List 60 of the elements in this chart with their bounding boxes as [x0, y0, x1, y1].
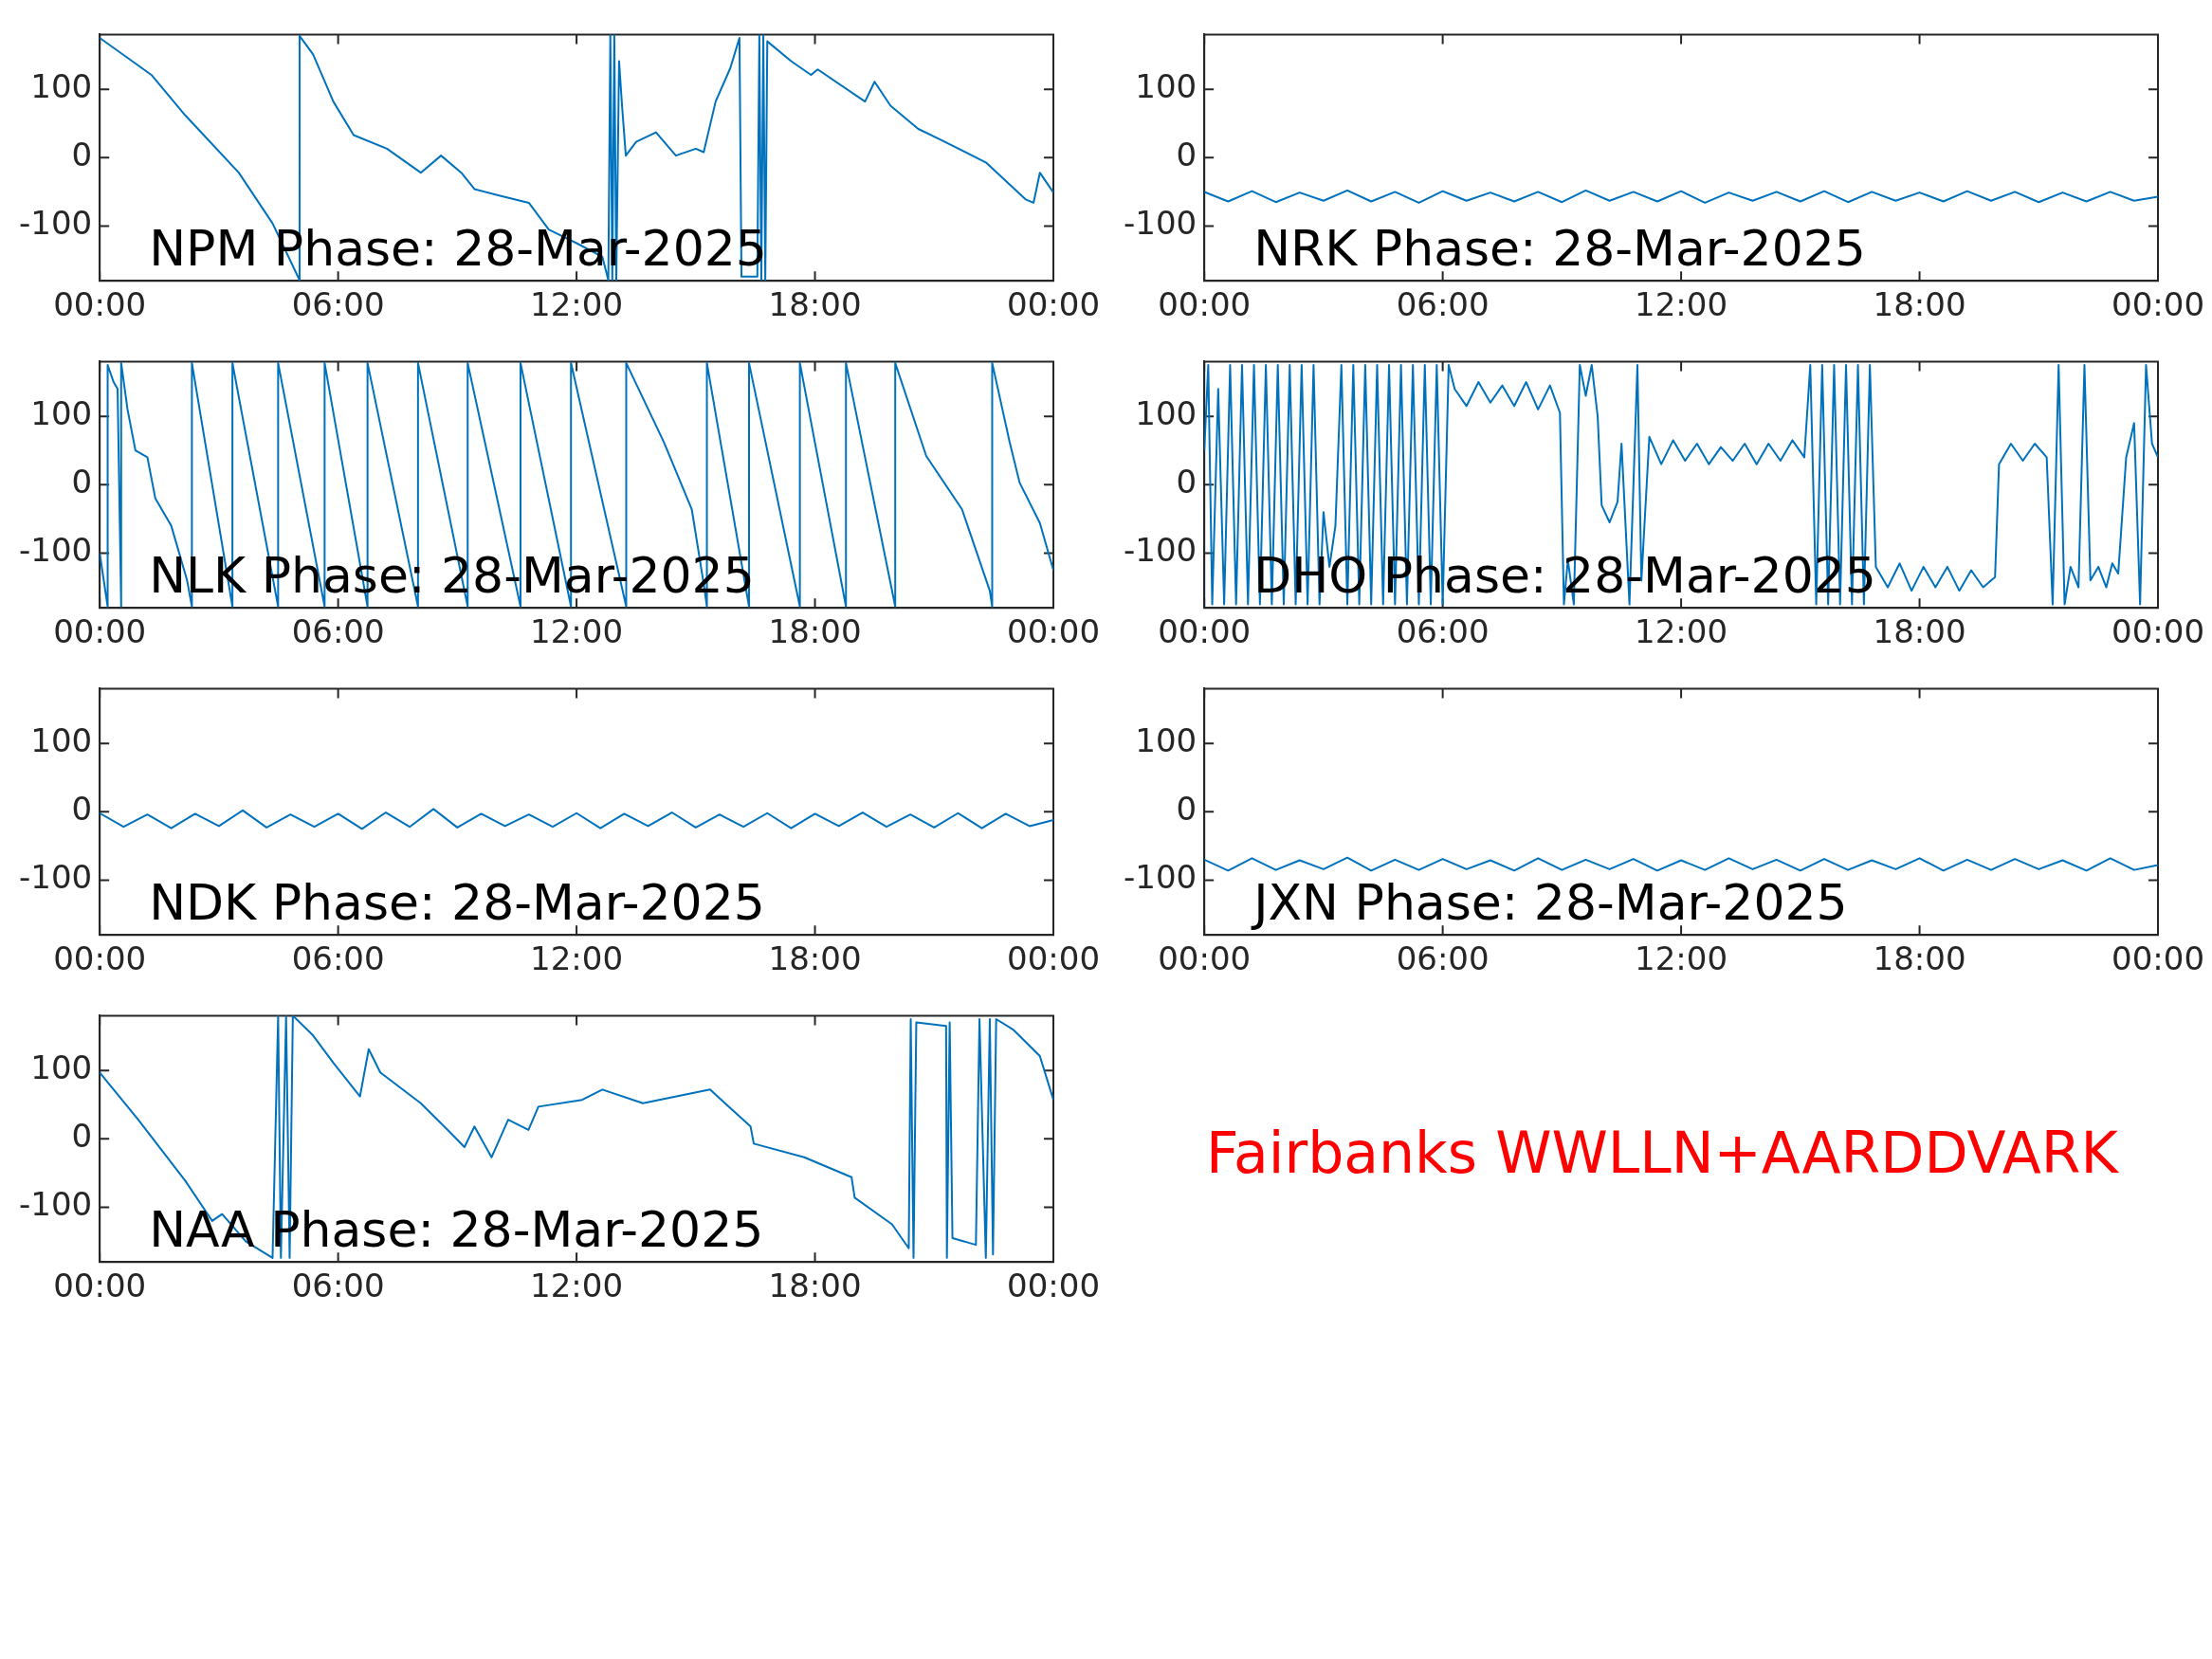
- x-tick-label: 12:00: [530, 612, 624, 651]
- annotation: NDK Phase: 28-Mar-2025: [149, 873, 765, 931]
- x-tick-label: 12:00: [530, 939, 624, 978]
- x-tick-label: 06:00: [1396, 939, 1490, 978]
- x-tick-label: 00:00: [1007, 612, 1100, 651]
- x-tick-label: 00:00: [1007, 285, 1100, 324]
- y-tick-label: 100: [1135, 66, 1197, 105]
- x-tick-label: 00:00: [2111, 285, 2204, 324]
- x-tick-label: 12:00: [1635, 939, 1728, 978]
- x-tick-label: 12:00: [530, 285, 624, 324]
- x-tick-label: 06:00: [1396, 612, 1490, 651]
- text: Fairbanks WWLLN+AARDDVARK: [1206, 1119, 2118, 1186]
- x-tick-label: 12:00: [1635, 612, 1728, 651]
- y-tick-label: 0: [71, 790, 93, 829]
- y-tick-label: 0: [1176, 463, 1197, 501]
- x-tick-label: 06:00: [291, 939, 385, 978]
- y-tick-label: -100: [18, 858, 93, 897]
- x-tick-label: 00:00: [53, 285, 147, 324]
- x-tick-label: 12:00: [530, 1267, 624, 1305]
- annotation: NRK Phase: 28-Mar-2025: [1253, 219, 1866, 277]
- y-tick-label: -100: [1123, 858, 1197, 897]
- x-tick-label: 00:00: [1158, 612, 1252, 651]
- y-tick-label: 100: [1135, 393, 1197, 432]
- x-tick-label: 18:00: [768, 612, 862, 651]
- y-tick-label: 0: [1176, 136, 1197, 174]
- y-tick-label: 0: [71, 463, 93, 501]
- x-tick-label: 06:00: [291, 1267, 385, 1305]
- x-tick-label: 00:00: [53, 1267, 147, 1305]
- y-tick-label: -100: [18, 531, 93, 570]
- x-tick-label: 00:00: [2111, 612, 2204, 651]
- y-tick-label: 0: [1176, 790, 1197, 829]
- x-tick-label: 00:00: [1158, 285, 1252, 324]
- x-tick-label: 06:00: [291, 285, 385, 324]
- x-tick-label: 18:00: [1873, 939, 1966, 978]
- y-tick-label: 100: [30, 720, 93, 759]
- y-tick-label: -100: [18, 204, 93, 243]
- y-tick-label: 100: [30, 1048, 93, 1086]
- x-tick-label: 18:00: [1873, 285, 1966, 324]
- y-tick-label: 100: [30, 393, 93, 432]
- x-tick-label: 12:00: [1635, 285, 1728, 324]
- x-tick-label: 18:00: [768, 939, 862, 978]
- y-tick-label: -100: [1123, 204, 1197, 243]
- x-tick-label: 06:00: [1396, 285, 1490, 324]
- x-tick-label: 18:00: [768, 285, 862, 324]
- x-tick-label: 00:00: [2111, 939, 2204, 978]
- x-tick-label: 00:00: [1007, 939, 1100, 978]
- x-tick-label: 06:00: [291, 612, 385, 651]
- y-tick-label: -100: [1123, 531, 1197, 570]
- x-tick-label: 18:00: [768, 1267, 862, 1305]
- x-tick-label: 00:00: [53, 612, 147, 651]
- y-tick-label: -100: [18, 1185, 93, 1224]
- y-tick-label: 100: [1135, 720, 1197, 759]
- y-tick-label: 100: [30, 66, 93, 105]
- x-tick-label: 00:00: [1158, 939, 1252, 978]
- x-tick-label: 00:00: [53, 939, 147, 978]
- y-tick-label: 0: [71, 1117, 93, 1156]
- x-tick-label: 00:00: [1007, 1267, 1100, 1305]
- y-tick-label: 0: [71, 136, 93, 174]
- annotation: JXN Phase: 28-Mar-2025: [1251, 873, 1848, 931]
- x-tick-label: 18:00: [1873, 612, 1966, 651]
